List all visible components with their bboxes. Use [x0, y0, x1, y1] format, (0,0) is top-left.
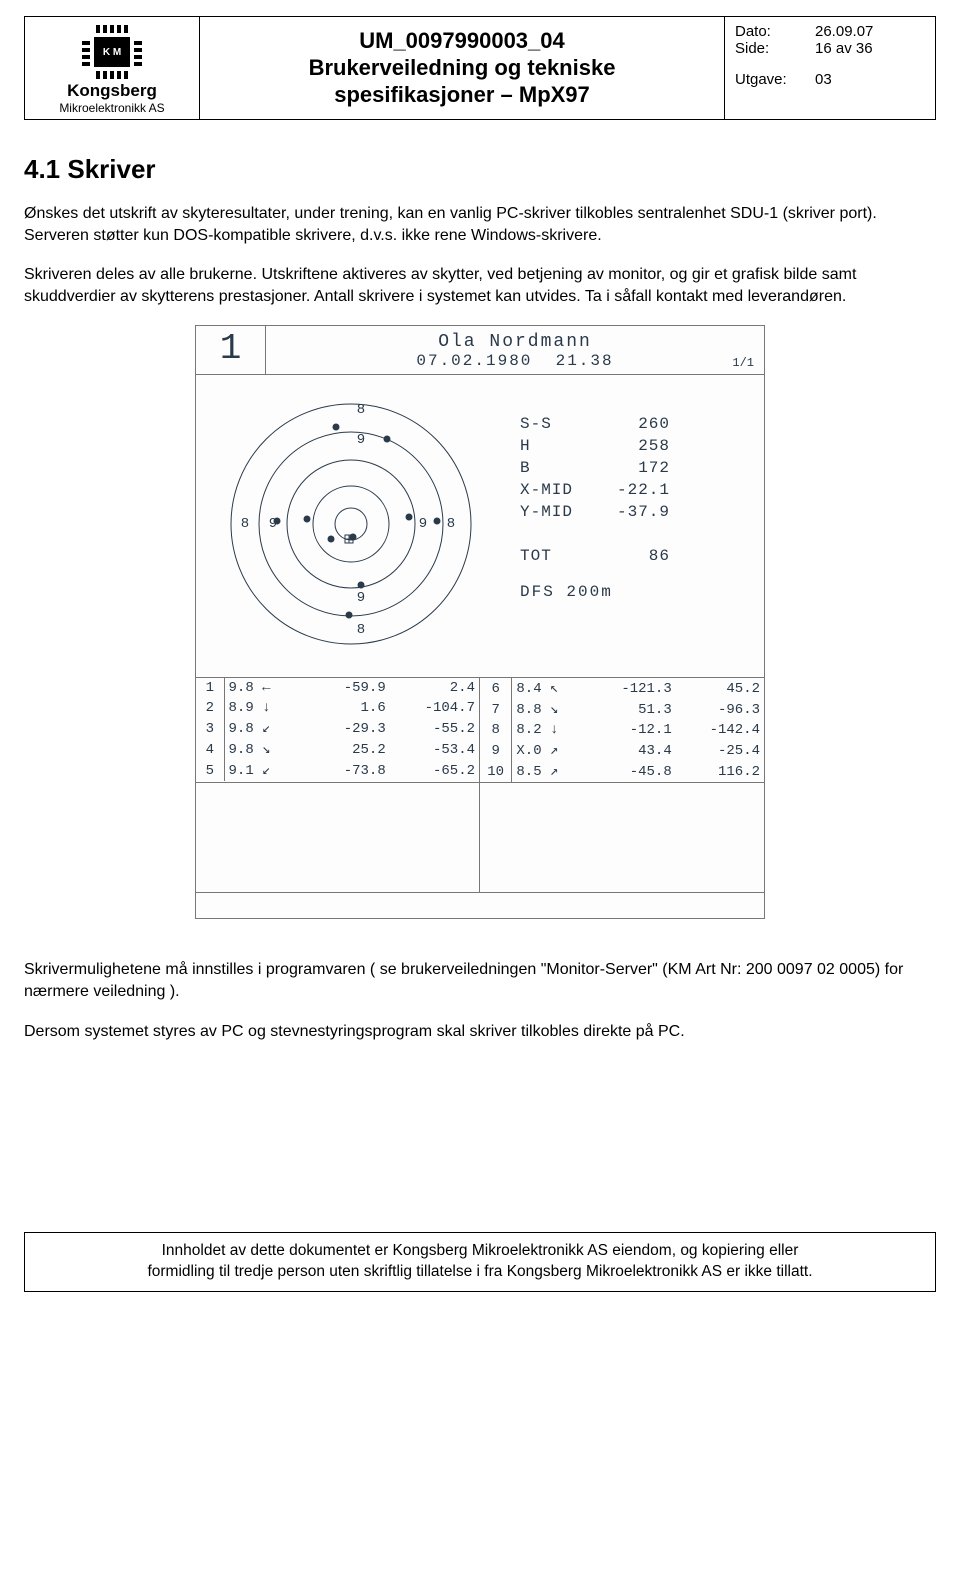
- shot-row: 78.8 ↘51.3-96.3: [480, 699, 764, 720]
- company-subname: Mikroelektronikk AS: [59, 101, 164, 115]
- shooter-name: Ola Nordmann: [274, 332, 756, 352]
- shot-row: 49.8 ↘25.2-53.4: [196, 739, 479, 760]
- footer-line2: formidling til tredje person uten skrift…: [147, 1263, 812, 1280]
- header-logo-cell: K M Kongsberg Mikroelektronikk AS: [25, 17, 200, 119]
- discipline: DFS 200m: [520, 583, 754, 601]
- svg-text:8: 8: [241, 516, 249, 532]
- paragraph-3: Skrivermulighetene må innstilles i progr…: [24, 959, 936, 1002]
- shot-row: 9X.0 ↗43.4-25.4: [480, 740, 764, 761]
- shot-row: 59.1 ↙-73.8-65.2: [196, 760, 479, 781]
- paragraph-2: Skriveren deles av alle brukerne. Utskri…: [24, 264, 936, 307]
- document-id: UM_0097990003_04: [206, 28, 718, 54]
- date-label: Dato:: [735, 23, 815, 40]
- shot-row: 28.9 ↓1.6-104.7: [196, 698, 479, 718]
- header-meta-cell: Dato:26.09.07 Side:16 av 36 Utgave:03: [725, 17, 935, 119]
- stat-val: -22.1: [600, 481, 670, 499]
- header-title-cell: UM_0097990003_04 Brukerveiledning og tek…: [200, 17, 725, 119]
- shots-table-right: 68.4 ↖-121.345.278.8 ↘51.3-96.388.2 ↓-12…: [480, 678, 764, 782]
- stat-val: 258: [600, 437, 670, 455]
- shot-row: 39.8 ↙-29.3-55.2: [196, 718, 479, 739]
- stat-key: H: [520, 437, 600, 455]
- chip-label: K M: [94, 37, 130, 67]
- paragraph-4: Dersom systemet styres av PC og stevnest…: [24, 1021, 936, 1043]
- stat-key: X-MID: [520, 481, 600, 499]
- tot-label: TOT: [520, 547, 600, 565]
- stats-block: S-S260H258B172X-MID-22.1Y-MID-37.9 TOT86…: [506, 375, 764, 677]
- section-heading: 4.1 Skriver: [24, 154, 936, 185]
- document-title-line1: Brukerveiledning og tekniske: [206, 54, 718, 82]
- document-header: K M Kongsberg Mikroelektronikk AS UM_009…: [24, 16, 936, 120]
- svg-text:9: 9: [357, 432, 365, 448]
- paragraph-1: Ønskes det utskrift av skyteresultater, …: [24, 203, 936, 246]
- svg-text:8: 8: [357, 402, 365, 418]
- page-value: 16 av 36: [815, 40, 873, 57]
- shots-table-left: 19.8 ←-59.92.428.9 ↓1.6-104.739.8 ↙-29.3…: [196, 678, 479, 781]
- tot-value: 86: [600, 547, 670, 565]
- lane-number: 1: [196, 326, 266, 374]
- date-value: 26.09.07: [815, 23, 873, 40]
- issue-value: 03: [815, 71, 832, 88]
- svg-text:8: 8: [357, 622, 365, 638]
- svg-text:9: 9: [419, 516, 427, 532]
- stat-val: 172: [600, 459, 670, 477]
- stat-val: -37.9: [600, 503, 670, 521]
- chip-icon: K M: [82, 25, 142, 79]
- stat-val: 260: [600, 415, 670, 433]
- stat-key: B: [520, 459, 600, 477]
- issue-label: Utgave:: [735, 71, 815, 88]
- shoot-date: 07.02.1980: [416, 352, 532, 370]
- document-footer: Innholdet av dette dokumentet er Kongsbe…: [24, 1232, 936, 1292]
- document-title-line2: spesifikasjoner – MpX97: [206, 81, 718, 109]
- shot-row: 108.5 ↗-45.8116.2: [480, 761, 764, 782]
- footer-line1: Innholdet av dette dokumentet er Kongsbe…: [162, 1242, 799, 1259]
- shot-row: 68.4 ↖-121.345.2: [480, 678, 764, 699]
- stat-key: Y-MID: [520, 503, 600, 521]
- target-diagram: 89989898: [211, 389, 491, 659]
- printout-page: 1/1: [732, 356, 754, 370]
- svg-text:9: 9: [357, 590, 365, 606]
- svg-text:8: 8: [447, 516, 455, 532]
- company-name: Kongsberg: [67, 81, 157, 101]
- page-label: Side:: [735, 40, 815, 57]
- shot-row: 88.2 ↓-12.1-142.4: [480, 720, 764, 740]
- shoot-time: 21.38: [556, 352, 614, 370]
- stat-key: S-S: [520, 415, 600, 433]
- shot-row: 19.8 ←-59.92.4: [196, 678, 479, 698]
- sample-printout: 1 Ola Nordmann 07.02.1980 21.38 1/1 8 9 9 8…: [195, 325, 765, 919]
